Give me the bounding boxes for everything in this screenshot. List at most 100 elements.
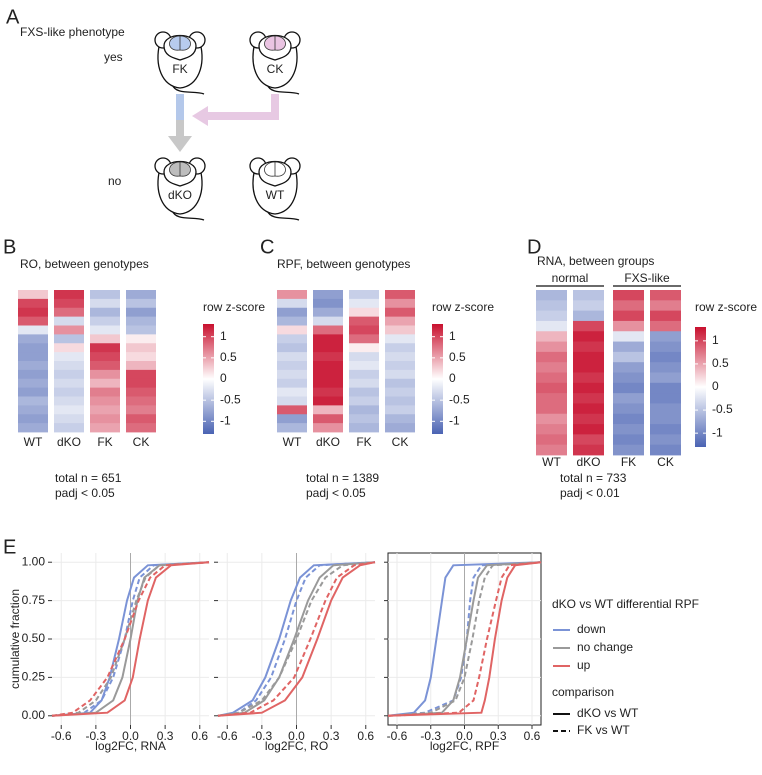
heatmap-cell	[18, 352, 48, 362]
heatmap-cell	[385, 387, 415, 397]
heatmap-cell	[385, 334, 415, 344]
heatmap-cell	[54, 325, 84, 335]
padj: padj < 0.05	[306, 486, 366, 500]
y-tick-label: 0.25	[22, 670, 46, 684]
heatmap-cell	[277, 343, 307, 353]
scale-tick-label: -0.5	[220, 392, 241, 406]
heatmap-cell	[385, 423, 415, 433]
x-tick-label: 0.3	[490, 729, 507, 743]
heatmap-cell	[650, 393, 681, 404]
heatmap-cell	[650, 341, 681, 353]
heatmap-cell	[126, 316, 156, 326]
heatmap-cell	[126, 343, 156, 353]
x-tick-label: 0.6	[357, 729, 374, 743]
panel-label: B	[3, 236, 16, 258]
x-axis-label: log2FC, RO	[265, 739, 328, 753]
heatmap-title: RNA, between groups	[537, 254, 654, 268]
scale-tick-label: 0.5	[220, 350, 237, 364]
heatmap-cell	[573, 310, 604, 322]
cdf-line	[51, 561, 210, 717]
column-label: CK	[657, 455, 674, 469]
heatmap-cell	[650, 362, 681, 373]
heatmap-cell	[349, 387, 379, 397]
x-tick-label: 0.0	[288, 729, 305, 743]
heatmap-cell	[349, 423, 379, 433]
cdf-line	[387, 561, 542, 717]
heatmap-cell	[613, 351, 644, 363]
heatmap-cell	[126, 378, 156, 389]
heatmap-cell	[650, 444, 681, 456]
heatmap-cell	[18, 414, 48, 424]
y-tick-label: 0.50	[22, 631, 46, 645]
heatmap-cell	[349, 298, 379, 309]
scale-tick-label: -1	[220, 413, 231, 427]
x-axis-label: log2FC, RPF	[430, 739, 499, 753]
heatmap-cell	[18, 387, 48, 397]
heatmap-cell	[313, 307, 343, 318]
heatmap-cell	[313, 298, 343, 309]
scale-tick-label: -0.5	[712, 402, 733, 416]
heatmap-cell	[385, 361, 415, 371]
mouse-icon: CK	[249, 31, 301, 95]
heatmap-cell	[349, 414, 379, 424]
heatmap-cell	[126, 352, 156, 362]
heatmap-cell	[573, 382, 604, 394]
heatmap-cell	[54, 378, 84, 389]
heatmap-cell	[277, 414, 307, 424]
heatmap-cell	[536, 351, 567, 363]
legend-label: no change	[577, 640, 633, 654]
heatmap-cell	[650, 372, 681, 384]
heatmap-cell	[126, 325, 156, 335]
heatmap-cell	[18, 405, 48, 415]
heatmap-cell	[277, 405, 307, 415]
heatmap-cell	[385, 396, 415, 406]
legend-label: down	[577, 622, 606, 636]
heatmap-cell	[385, 352, 415, 362]
heatmap-cell	[54, 334, 84, 344]
scale-tick-label: 1	[712, 333, 719, 347]
heatmap-cell	[126, 307, 156, 318]
heatmap-cell	[385, 316, 415, 326]
heatmap-cell	[650, 310, 681, 322]
heatmap-cell	[349, 405, 379, 415]
padj: padj < 0.05	[55, 486, 115, 500]
mouse-icon: dKO	[154, 157, 206, 221]
heatmap-cell	[126, 405, 156, 415]
scale-tick-label: 1	[220, 329, 227, 343]
heatmap-cell	[536, 362, 567, 373]
heatmap-cell	[613, 372, 644, 384]
heatmap-cell	[349, 361, 379, 371]
mouse-label: CK	[267, 62, 284, 76]
heatmap-cell	[573, 290, 604, 301]
heatmap-cell	[613, 413, 644, 425]
heatmap-cell	[349, 396, 379, 406]
y-axis-label: cumulative fraction	[8, 589, 22, 689]
heatmap-cell	[126, 369, 156, 380]
heatmap-cell	[18, 316, 48, 326]
heatmap-cell	[385, 369, 415, 380]
heatmap-cell	[313, 369, 343, 380]
heatmap-cell	[385, 298, 415, 309]
heatmap-cell	[18, 343, 48, 353]
x-tick-label: 0.6	[191, 729, 208, 743]
x-tick-label: 0.0	[456, 729, 473, 743]
panel-label: D	[527, 236, 541, 258]
heatmap-cell	[536, 290, 567, 301]
scale-tick-label: -1	[712, 425, 723, 439]
heatmap-cell	[536, 372, 567, 384]
heatmap-cell	[90, 307, 120, 318]
x-tick-label: 0.6	[524, 729, 541, 743]
heatmap-cell	[313, 423, 343, 433]
heatmap-cell	[277, 369, 307, 380]
heatmap-cell	[613, 424, 644, 435]
heatmap-cell	[573, 351, 604, 363]
scale-tick-label: 0	[220, 371, 227, 385]
heatmap-cell	[613, 290, 644, 301]
heatmap-cell	[277, 298, 307, 309]
arrow-fk	[176, 94, 184, 120]
column-label: dKO	[316, 435, 340, 449]
heatmap-cell	[313, 316, 343, 326]
total-n: total n = 651	[55, 471, 122, 485]
panel-label: A	[6, 6, 20, 28]
